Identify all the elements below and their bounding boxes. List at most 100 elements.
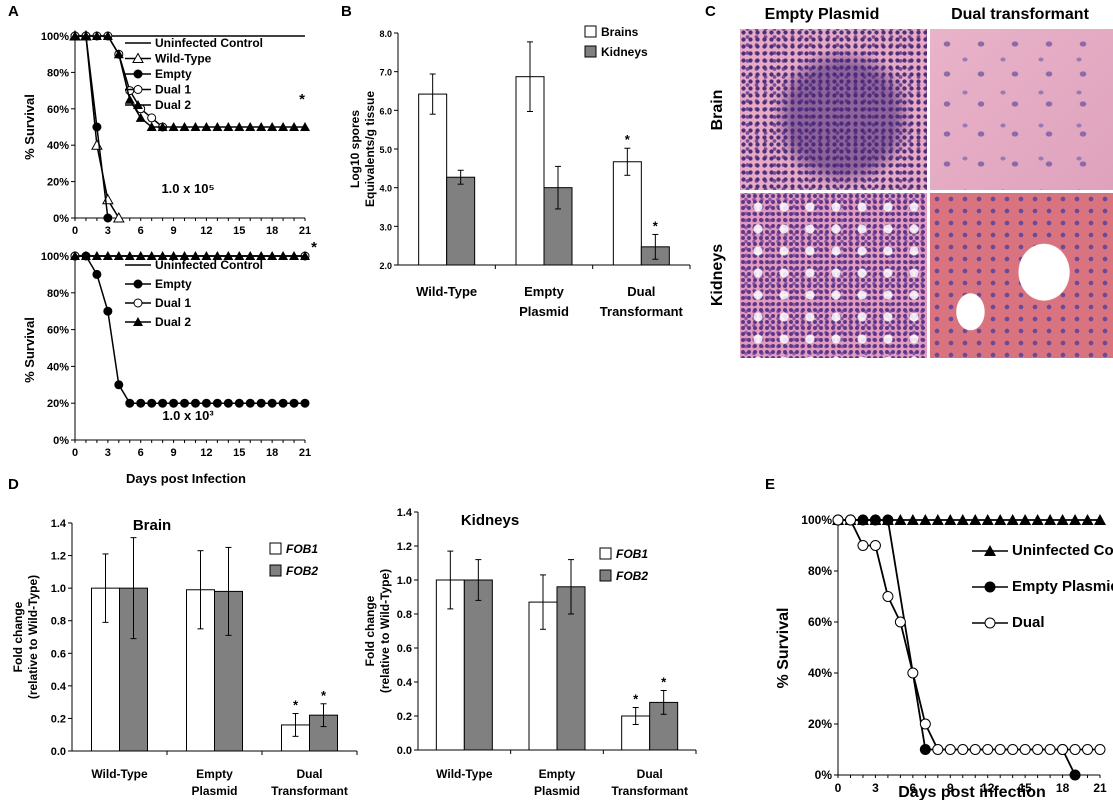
legend-label: Empty Plasmid [1012,578,1113,595]
x-tick-label: 18 [266,447,278,459]
marker-filled-triangle [201,122,212,131]
marker-filled-circle [103,213,113,223]
marker-filled-triangle [80,31,91,40]
x-tick-label: 0 [72,225,78,237]
marker-filled-triangle [1019,514,1032,525]
marker-filled-circle [114,380,124,390]
marker-filled-triangle [984,545,996,556]
x-tick-label: 12 [981,781,995,795]
legend-label: Uninfected Control [1012,542,1113,559]
x-tick-label: 21 [1093,781,1107,795]
marker-open-circle [969,744,981,755]
category-label: Wild-Type [91,767,148,781]
histology-kidneys-dual [929,192,1113,359]
y-axis-label: Fold change [363,595,377,666]
chart-title: Kidneys [461,512,519,529]
marker-filled-triangle [179,251,190,260]
bar-fob1 [528,601,558,751]
marker-filled-triangle [278,122,289,131]
y-tick-label: 60% [47,104,69,116]
marker-filled-triangle [1056,514,1069,525]
marker-filled-triangle [1069,514,1082,525]
y-tick-label: 20% [47,398,69,410]
marker-filled-triangle [1081,514,1094,525]
marker-filled-triangle [994,514,1007,525]
marker-filled-triangle [931,514,944,525]
marker-filled-triangle [190,122,201,131]
y-tick-label: 40% [47,361,69,373]
marker-open-circle [957,744,969,755]
category-label: Transformant [271,784,348,798]
legend-label: FOB1 [616,547,648,561]
legend-swatch [584,25,597,38]
marker-filled-triangle [1031,514,1044,525]
marker-filled-circle [882,514,894,526]
marker-open-circle [944,744,956,755]
legend-label: Empty [155,67,192,81]
marker-filled-triangle [256,122,267,131]
marker-open-circle [907,667,919,679]
marker-filled-triangle [212,251,223,260]
y-tick-label: 60% [47,325,69,337]
legend-swatch [599,569,612,582]
marker-filled-triangle [179,122,190,131]
y-axis-label: % Survival [22,317,37,383]
marker-filled-circle [133,69,143,79]
marker-filled-triangle [894,514,907,525]
marker-open-circle [882,591,894,602]
panel-letter-d: D [8,476,19,493]
marker-open-circle [1032,744,1044,755]
y-axis-label: (relative to Wild-Type) [378,569,392,693]
y-tick-label: 40% [47,140,69,152]
legend-label: Dual 2 [155,315,191,329]
y-tick-label: 0.8 [51,616,66,628]
marker-filled-triangle [1044,514,1057,525]
marker-filled-triangle [135,112,146,122]
marker-filled-circle [1069,769,1081,781]
marker-open-circle [857,540,869,551]
x-tick-label: 12 [200,225,212,237]
y-tick-label: 1.2 [51,551,66,563]
marker-open-circle [1094,744,1106,755]
marker-filled-triangle [956,514,969,525]
marker-filled-triangle [245,251,256,260]
marker-filled-triangle [201,251,212,260]
x-tick-label: 9 [171,447,177,459]
marker-filled-triangle [919,514,932,525]
histology-brain-dual [929,28,1113,191]
legend-label: Kidneys [601,45,648,59]
x-tick-label: 3 [105,447,111,459]
category-label: Wild-Type [416,284,477,299]
y-tick-label: 2.0 [379,261,392,271]
marker-filled-circle [180,398,190,408]
marker-filled-circle [169,398,179,408]
marker-filled-triangle [190,251,201,260]
x-tick-label: 9 [947,781,954,795]
y-tick-label: 80% [47,67,69,79]
legend-swatch [584,45,597,58]
marker-open-circle [133,298,143,308]
marker-filled-circle [267,398,277,408]
histology-col-label-dual: Dual transformant [951,6,1089,23]
y-tick-label: 0.2 [397,711,412,723]
y-tick-label: 0.4 [397,677,413,689]
marker-filled-triangle [906,514,919,525]
panel-letter-b: B [341,3,352,20]
legend-swatch [599,547,612,560]
category-label: Plasmid [519,304,569,319]
category-label: Wild-Type [436,767,493,781]
marker-filled-triangle [223,122,234,131]
y-tick-label: 4.0 [379,184,392,194]
chart-d-brain: 0.0 0.2 0.4 0.6 0.8 1.0 1.2 1.4 Fold change (rela… [11,517,358,798]
legend-swatch [269,542,282,555]
marker-filled-circle [919,744,931,755]
marker-filled-circle [234,398,244,408]
x-axis-label: Days post Infection [126,471,246,486]
marker-filled-circle [212,398,222,408]
marker-filled-triangle [1094,514,1106,525]
x-tick-label: 18 [1056,781,1070,795]
y-tick-label: 0.6 [397,643,412,655]
marker-open-circle [919,718,931,730]
marker-filled-triangle [1006,514,1019,525]
significance-star: * [661,675,667,690]
